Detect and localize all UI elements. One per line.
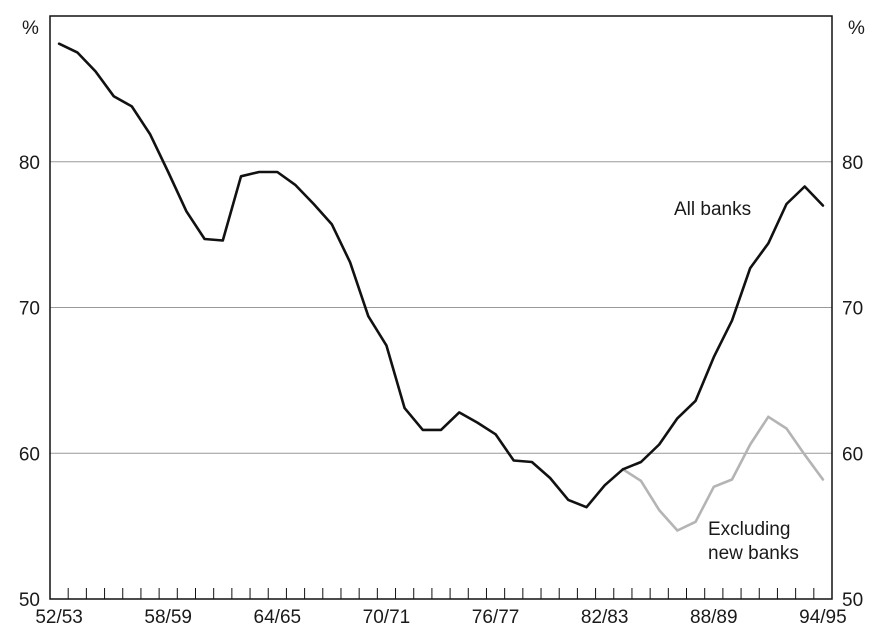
x-tick-label: 76/77 <box>472 607 520 628</box>
x-tick-label: 94/95 <box>799 607 847 628</box>
gridlines <box>50 161 832 454</box>
annotation-all-banks: All banks <box>674 199 751 220</box>
y-tick-label-right: 70 <box>842 299 863 320</box>
y-tick-label-right: 50 <box>842 590 863 611</box>
annotation-excluding-line1: Excluding <box>708 519 790 540</box>
plot-frame <box>49 15 833 600</box>
x-tick-label: 82/83 <box>581 607 629 628</box>
series-line-excluding-new-banks <box>621 415 825 532</box>
series-line-all-banks <box>57 42 825 509</box>
x-tick-label: 58/59 <box>144 607 192 628</box>
y-tick-label-left: 70 <box>19 299 40 320</box>
y-tick-label-right: 80 <box>842 153 863 174</box>
x-axis-ticks <box>49 588 833 599</box>
tick-labels: % % 50 50 60 60 70 70 80 80 52/53 58/59 64/65 70/71… <box>19 18 865 628</box>
x-tick-label: 70/71 <box>363 607 411 628</box>
plot-border <box>49 15 833 600</box>
y-tick-label-left: 80 <box>19 153 40 174</box>
y-tick-label-right: 60 <box>842 444 863 465</box>
annotation-excluding-line2: new banks <box>708 543 799 564</box>
y-unit-left: % <box>22 18 39 39</box>
y-tick-label-left: 60 <box>19 444 40 465</box>
x-tick-label: 88/89 <box>690 607 738 628</box>
y-unit-right: % <box>848 18 865 39</box>
series-lines <box>57 42 825 532</box>
annotations: All banks Excluding new banks <box>674 199 799 564</box>
y-tick-label-left: 50 <box>19 590 40 611</box>
x-tick-label: 64/65 <box>254 607 302 628</box>
x-tick-label: 52/53 <box>35 607 83 628</box>
